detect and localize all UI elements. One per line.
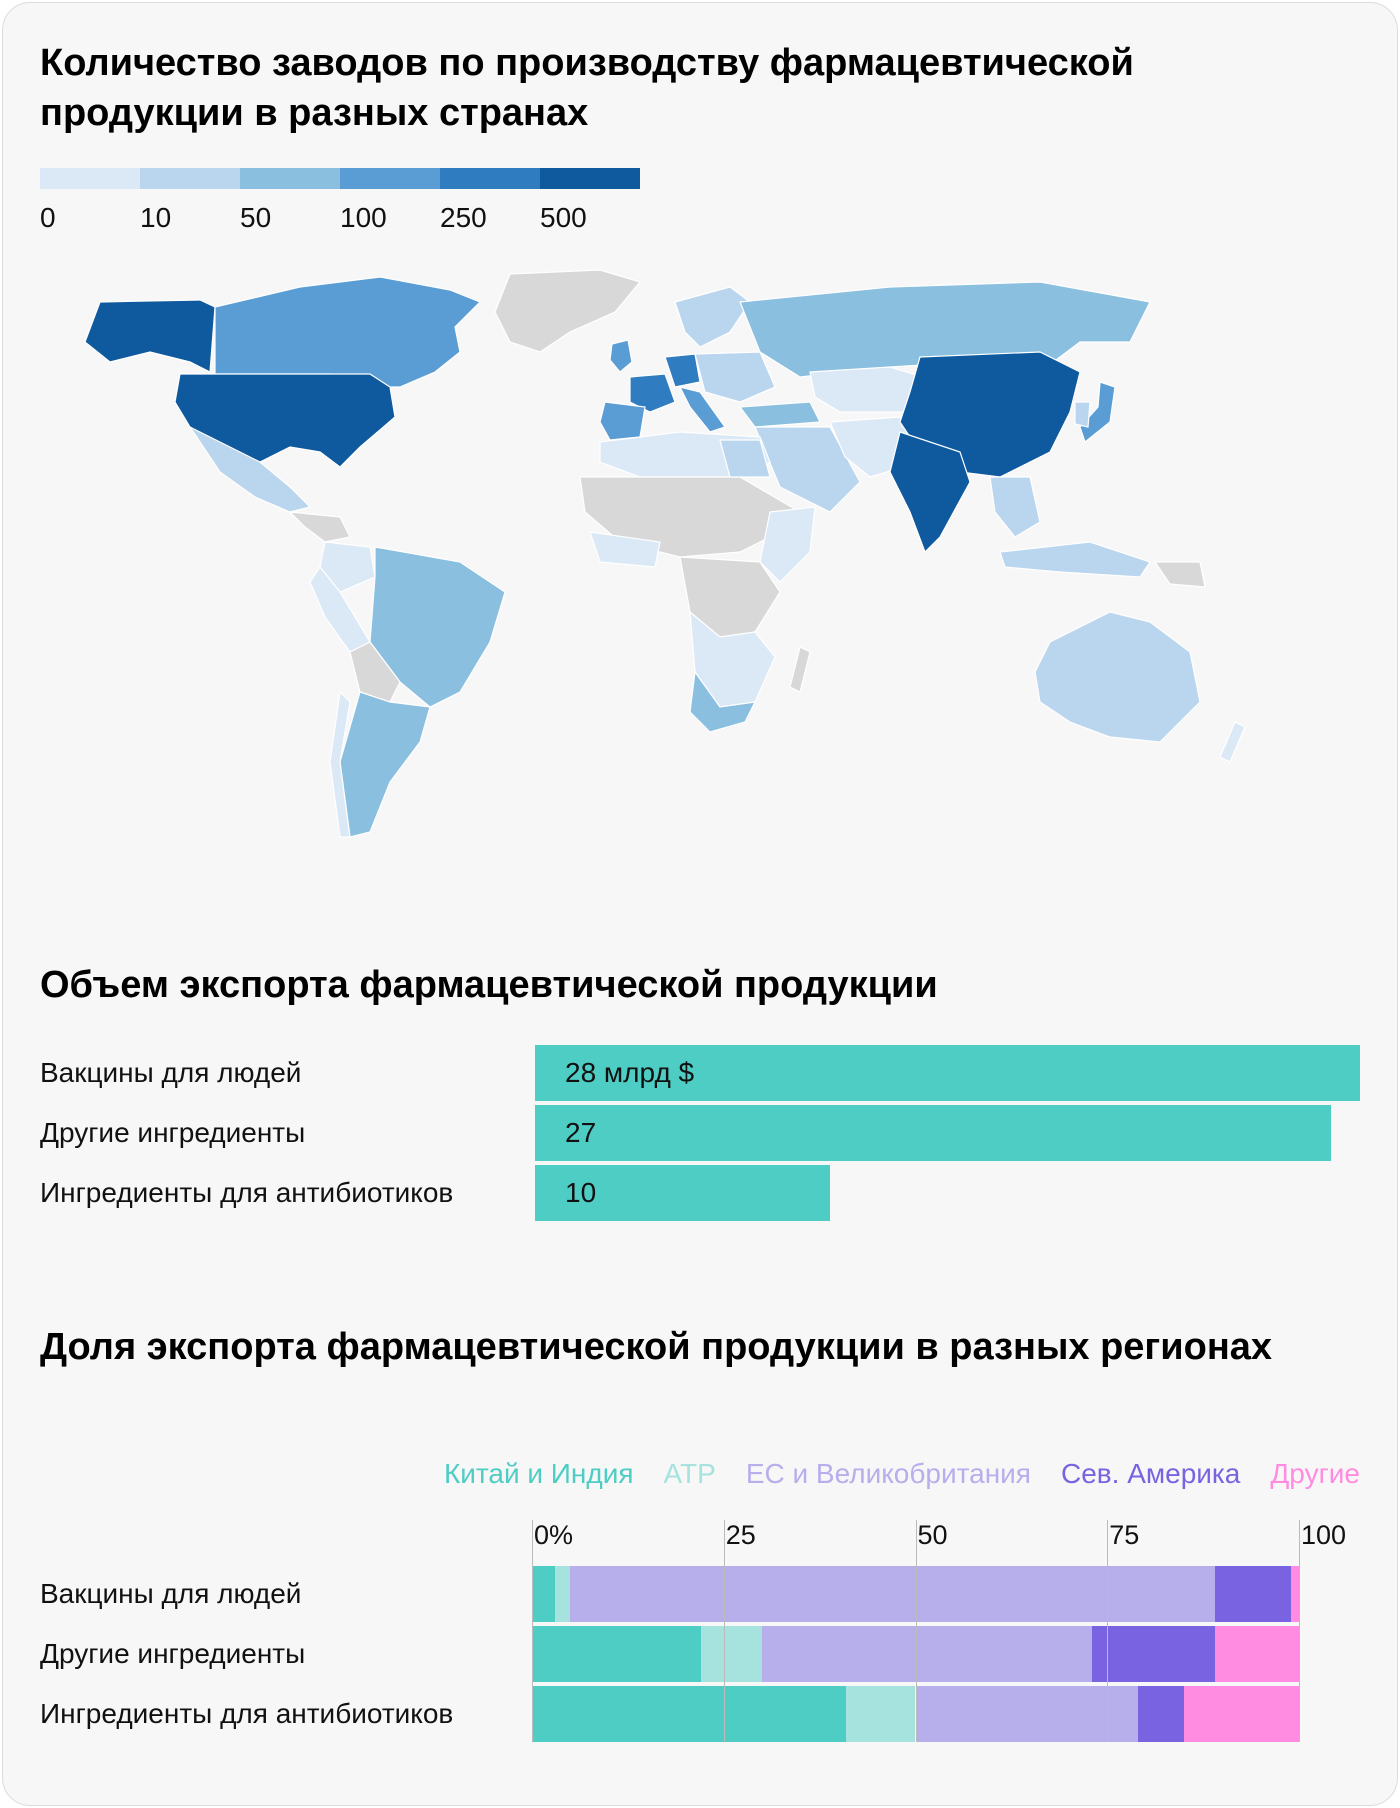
legend-entry: Сев. Америка — [1060, 1458, 1241, 1489]
scale-tick-2: 50 — [240, 202, 272, 233]
map-region-brazil — [369, 546, 506, 708]
bar-category-label: Другие ингредиенты — [40, 1117, 306, 1148]
world-map — [84, 269, 1246, 838]
bar-value-label: 10 — [565, 1177, 597, 1208]
stack-segment — [555, 1566, 571, 1622]
export-share-legend: Китай и Индия АТР ЕС и Великобритания Сев. … — [444, 1458, 1360, 1490]
legend-entry: Другие — [1270, 1458, 1360, 1489]
stack-segment — [700, 1626, 763, 1682]
map-region-australia — [1034, 611, 1201, 743]
map-region-scandinavia — [674, 286, 751, 348]
stack-segment — [915, 1686, 1138, 1742]
map-region-italy — [678, 386, 726, 433]
map-region-papua — [1153, 561, 1206, 588]
map-region-japan — [1079, 381, 1116, 444]
scale-swatch-0 — [40, 168, 140, 189]
export-volume-title: Объем экспорта фармацевтической продукци… — [40, 964, 938, 1006]
axis-tick-label: 100 — [1301, 1520, 1347, 1550]
map-region-france — [629, 373, 676, 413]
stack-segment — [532, 1686, 847, 1742]
map-region-uk — [609, 339, 633, 373]
axis-tick-label: 50 — [917, 1520, 948, 1550]
map-region-greenland — [494, 269, 642, 353]
map-region-india — [889, 431, 971, 554]
scale-tick-0: 0 — [40, 202, 56, 233]
map-land — [84, 269, 1246, 838]
bar-value-label: 27 — [565, 1117, 597, 1148]
legend-entry: Китай и Индия — [443, 1458, 634, 1489]
stack-row — [532, 1626, 1299, 1682]
scale-swatch-1 — [140, 168, 240, 189]
stack-segment — [762, 1626, 1092, 1682]
stack-segment — [570, 1566, 1215, 1622]
axis-tick-label: 75 — [1109, 1520, 1140, 1550]
map-region-russia — [739, 281, 1151, 378]
stack-segment — [532, 1626, 701, 1682]
map-region-colombia — [319, 541, 376, 593]
scale-tick-5: 500 — [540, 202, 587, 233]
map-region-madagascar — [789, 646, 811, 693]
stack-segment — [1183, 1686, 1299, 1742]
map-region-east-africa — [759, 506, 816, 583]
scale-swatch-4 — [440, 168, 540, 189]
bar-category-label: Вакцины для людей — [40, 1057, 302, 1088]
map-region-turkey — [738, 401, 821, 428]
stack-segment — [1091, 1626, 1215, 1682]
map-region-korea — [1074, 401, 1091, 428]
scale-swatch-5 — [540, 168, 640, 189]
export-share-chart — [532, 1566, 1299, 1746]
export-share-axis: 0% 25 50 75 100 — [532, 1520, 1346, 1560]
scale-swatch-3 — [340, 168, 440, 189]
map-region-egypt — [719, 439, 771, 478]
map-region-mexico — [188, 425, 312, 513]
stack-segment — [1291, 1566, 1299, 1622]
export-share-title: Доля экспорта фармацевтической продукции… — [40, 1326, 1273, 1368]
map-region-east-europe — [694, 351, 776, 403]
legend-entry: АТР — [663, 1458, 716, 1489]
stack-segment — [1137, 1686, 1184, 1742]
scale-tick-4: 250 — [440, 202, 487, 233]
stack-segment — [1214, 1566, 1292, 1622]
legend-entry: ЕС и Великобритания — [745, 1458, 1031, 1489]
export-volume-bar: 10 — [535, 1165, 830, 1221]
stack-row — [532, 1566, 1299, 1622]
export-volume-bar: 28 млрд $ — [535, 1045, 1360, 1101]
stack-segment — [846, 1686, 916, 1742]
map-region-spain — [599, 401, 646, 441]
map-region-southeast-asia — [989, 476, 1041, 538]
map-region-new-zealand — [1219, 721, 1246, 763]
map-title: Количество заводов по производству фарма… — [40, 42, 1134, 134]
map-region-west-africa — [589, 531, 661, 568]
map-region-sahel-africa — [579, 476, 801, 558]
export-volume-bar: 27 — [535, 1105, 1331, 1161]
map-region-south-africa — [689, 670, 757, 733]
stack-segment — [532, 1566, 555, 1622]
map-region-bolivia-paraguay — [349, 641, 401, 703]
map-region-chile — [329, 690, 351, 838]
stack-category-label: Ингредиенты для антибиотиков — [40, 1698, 454, 1729]
map-region-middle-east — [754, 426, 861, 513]
scale-swatch-2 — [240, 168, 340, 189]
stack-category-label: Другие ингредиенты — [40, 1638, 306, 1669]
map-region-alaska — [84, 299, 216, 373]
stack-category-label: Вакцины для людей — [40, 1578, 302, 1609]
scale-tick-3: 100 — [340, 202, 387, 233]
map-region-indonesia — [999, 541, 1151, 578]
stack-segment — [1214, 1626, 1299, 1682]
stack-row — [532, 1686, 1299, 1742]
map-region-germany — [664, 353, 701, 388]
axis-tick-label: 0% — [534, 1520, 574, 1550]
map-region-central-america — [288, 511, 351, 543]
axis-tick-label: 25 — [725, 1520, 756, 1550]
map-region-argentina — [339, 691, 431, 838]
scale-tick-1: 10 — [140, 202, 172, 233]
bar-category-label: Ингредиенты для антибиотиков — [40, 1177, 454, 1208]
map-region-canada — [214, 276, 482, 388]
bar-value-label: 28 млрд $ — [565, 1057, 695, 1088]
